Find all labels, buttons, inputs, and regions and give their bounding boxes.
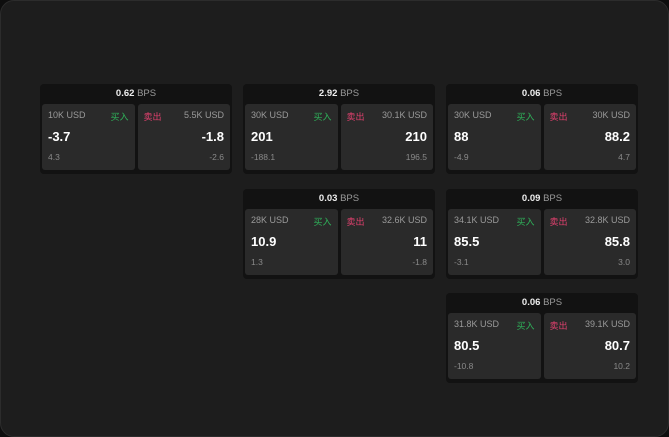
buy-amount: 10K USD <box>48 110 86 120</box>
spread-unit: BPS <box>340 88 360 99</box>
sell-button[interactable]: 卖出 5.5K USD -1.8 -2.6 <box>137 104 230 170</box>
buy-price: -3.7 <box>48 129 71 144</box>
spread-value: 0.03 <box>318 193 338 204</box>
buy-price: 80.5 <box>454 338 480 353</box>
buy-label: 买入 <box>110 112 129 122</box>
sell-button[interactable]: 卖出 32.8K USD 85.8 3.0 <box>543 209 636 275</box>
buy-change: -4.9 <box>454 152 469 162</box>
sell-change: 10.2 <box>613 361 630 371</box>
spread-value: 0.06 <box>521 297 541 308</box>
sell-price: 85.8 <box>604 234 630 249</box>
buy-change: -10.8 <box>454 361 474 371</box>
buy-button[interactable]: 28K USD 买入 10.9 1.3 <box>245 209 338 275</box>
sell-price: -1.8 <box>201 129 224 144</box>
spread-value: 0.62 <box>115 88 135 99</box>
sell-change: 196.5 <box>405 152 427 162</box>
buy-button[interactable]: 10K USD 买入 -3.7 4.3 <box>42 104 135 170</box>
buy-label: 买入 <box>516 321 535 331</box>
sell-change: 3.0 <box>618 257 630 267</box>
buy-price: 201 <box>251 129 273 144</box>
quote-panel: 0.06 BPS 30K USD 买入 88 -4.9 卖出 30K USD 8… <box>446 84 638 174</box>
buy-button[interactable]: 30K USD 买入 201 -188.1 <box>245 104 338 170</box>
quote-panel: 2.92 BPS 30K USD 买入 201 -188.1 卖出 30.1K … <box>243 84 435 174</box>
sell-label: 卖出 <box>549 112 568 122</box>
buy-amount: 30K USD <box>251 110 289 120</box>
buy-button[interactable]: 31.8K USD 买入 80.5 -10.8 <box>448 313 541 379</box>
spread-unit: BPS <box>340 193 360 204</box>
sell-amount: 32.6K USD <box>381 215 427 225</box>
sell-label: 卖出 <box>346 112 365 122</box>
sell-price: 80.7 <box>604 338 630 353</box>
sell-button[interactable]: 卖出 30.1K USD 210 196.5 <box>340 104 433 170</box>
buy-button[interactable]: 30K USD 买入 88 -4.9 <box>448 104 541 170</box>
sell-button[interactable]: 卖出 39.1K USD 80.7 10.2 <box>543 313 636 379</box>
buy-label: 买入 <box>313 112 332 122</box>
spread-header: 0.06 BPS <box>446 293 638 313</box>
spread-unit: BPS <box>543 88 563 99</box>
sell-label: 卖出 <box>143 112 162 122</box>
sell-amount: 30K USD <box>592 110 630 120</box>
quote-panel: 0.62 BPS 10K USD 买入 -3.7 4.3 卖出 5.5K USD… <box>40 84 232 174</box>
buy-amount: 30K USD <box>454 110 492 120</box>
buy-change: 1.3 <box>251 257 263 267</box>
sell-label: 卖出 <box>549 217 568 227</box>
spread-header: 2.92 BPS <box>243 84 435 104</box>
sell-price: 88.2 <box>604 129 630 144</box>
buy-label: 买入 <box>516 217 535 227</box>
sell-price: 11 <box>413 234 427 249</box>
buy-price: 88 <box>454 129 469 144</box>
spread-unit: BPS <box>543 193 563 204</box>
sell-amount: 39.1K USD <box>584 319 630 329</box>
spread-value: 2.92 <box>318 88 338 99</box>
spread-value: 0.09 <box>521 193 541 204</box>
sell-amount: 30.1K USD <box>381 110 427 120</box>
buy-amount: 28K USD <box>251 215 289 225</box>
spread-header: 0.09 BPS <box>446 189 638 209</box>
buy-price: 10.9 <box>251 234 277 249</box>
quote-panel: 0.06 BPS 31.8K USD 买入 80.5 -10.8 卖出 39.1… <box>446 293 638 383</box>
buy-amount: 34.1K USD <box>454 215 500 225</box>
buy-price: 85.5 <box>454 234 480 249</box>
sell-amount: 32.8K USD <box>584 215 630 225</box>
buy-amount: 31.8K USD <box>454 319 500 329</box>
sell-change: -1.8 <box>412 257 427 267</box>
spread-unit: BPS <box>543 297 563 308</box>
buy-change: -188.1 <box>251 152 276 162</box>
quote-panel: 0.03 BPS 28K USD 买入 10.9 1.3 卖出 32.6K US… <box>243 189 435 279</box>
sell-amount: 5.5K USD <box>183 110 224 120</box>
sell-change: -2.6 <box>209 152 224 162</box>
sell-label: 卖出 <box>346 217 365 227</box>
buy-change: 4.3 <box>48 152 60 162</box>
sell-label: 卖出 <box>549 321 568 331</box>
spread-value: 0.06 <box>521 88 541 99</box>
sell-price: 210 <box>405 129 427 144</box>
buy-label: 买入 <box>313 217 332 227</box>
sell-change: 4.7 <box>618 152 630 162</box>
spread-header: 0.06 BPS <box>446 84 638 104</box>
buy-change: -3.1 <box>454 257 469 267</box>
spread-header: 0.62 BPS <box>40 84 232 104</box>
spread-header: 0.03 BPS <box>243 189 435 209</box>
sell-button[interactable]: 卖出 30K USD 88.2 4.7 <box>543 104 636 170</box>
spread-unit: BPS <box>137 88 157 99</box>
quote-panel: 0.09 BPS 34.1K USD 买入 85.5 -3.1 卖出 32.8K… <box>446 189 638 279</box>
sell-button[interactable]: 卖出 32.6K USD 11 -1.8 <box>340 209 433 275</box>
buy-button[interactable]: 34.1K USD 买入 85.5 -3.1 <box>448 209 541 275</box>
buy-label: 买入 <box>516 112 535 122</box>
